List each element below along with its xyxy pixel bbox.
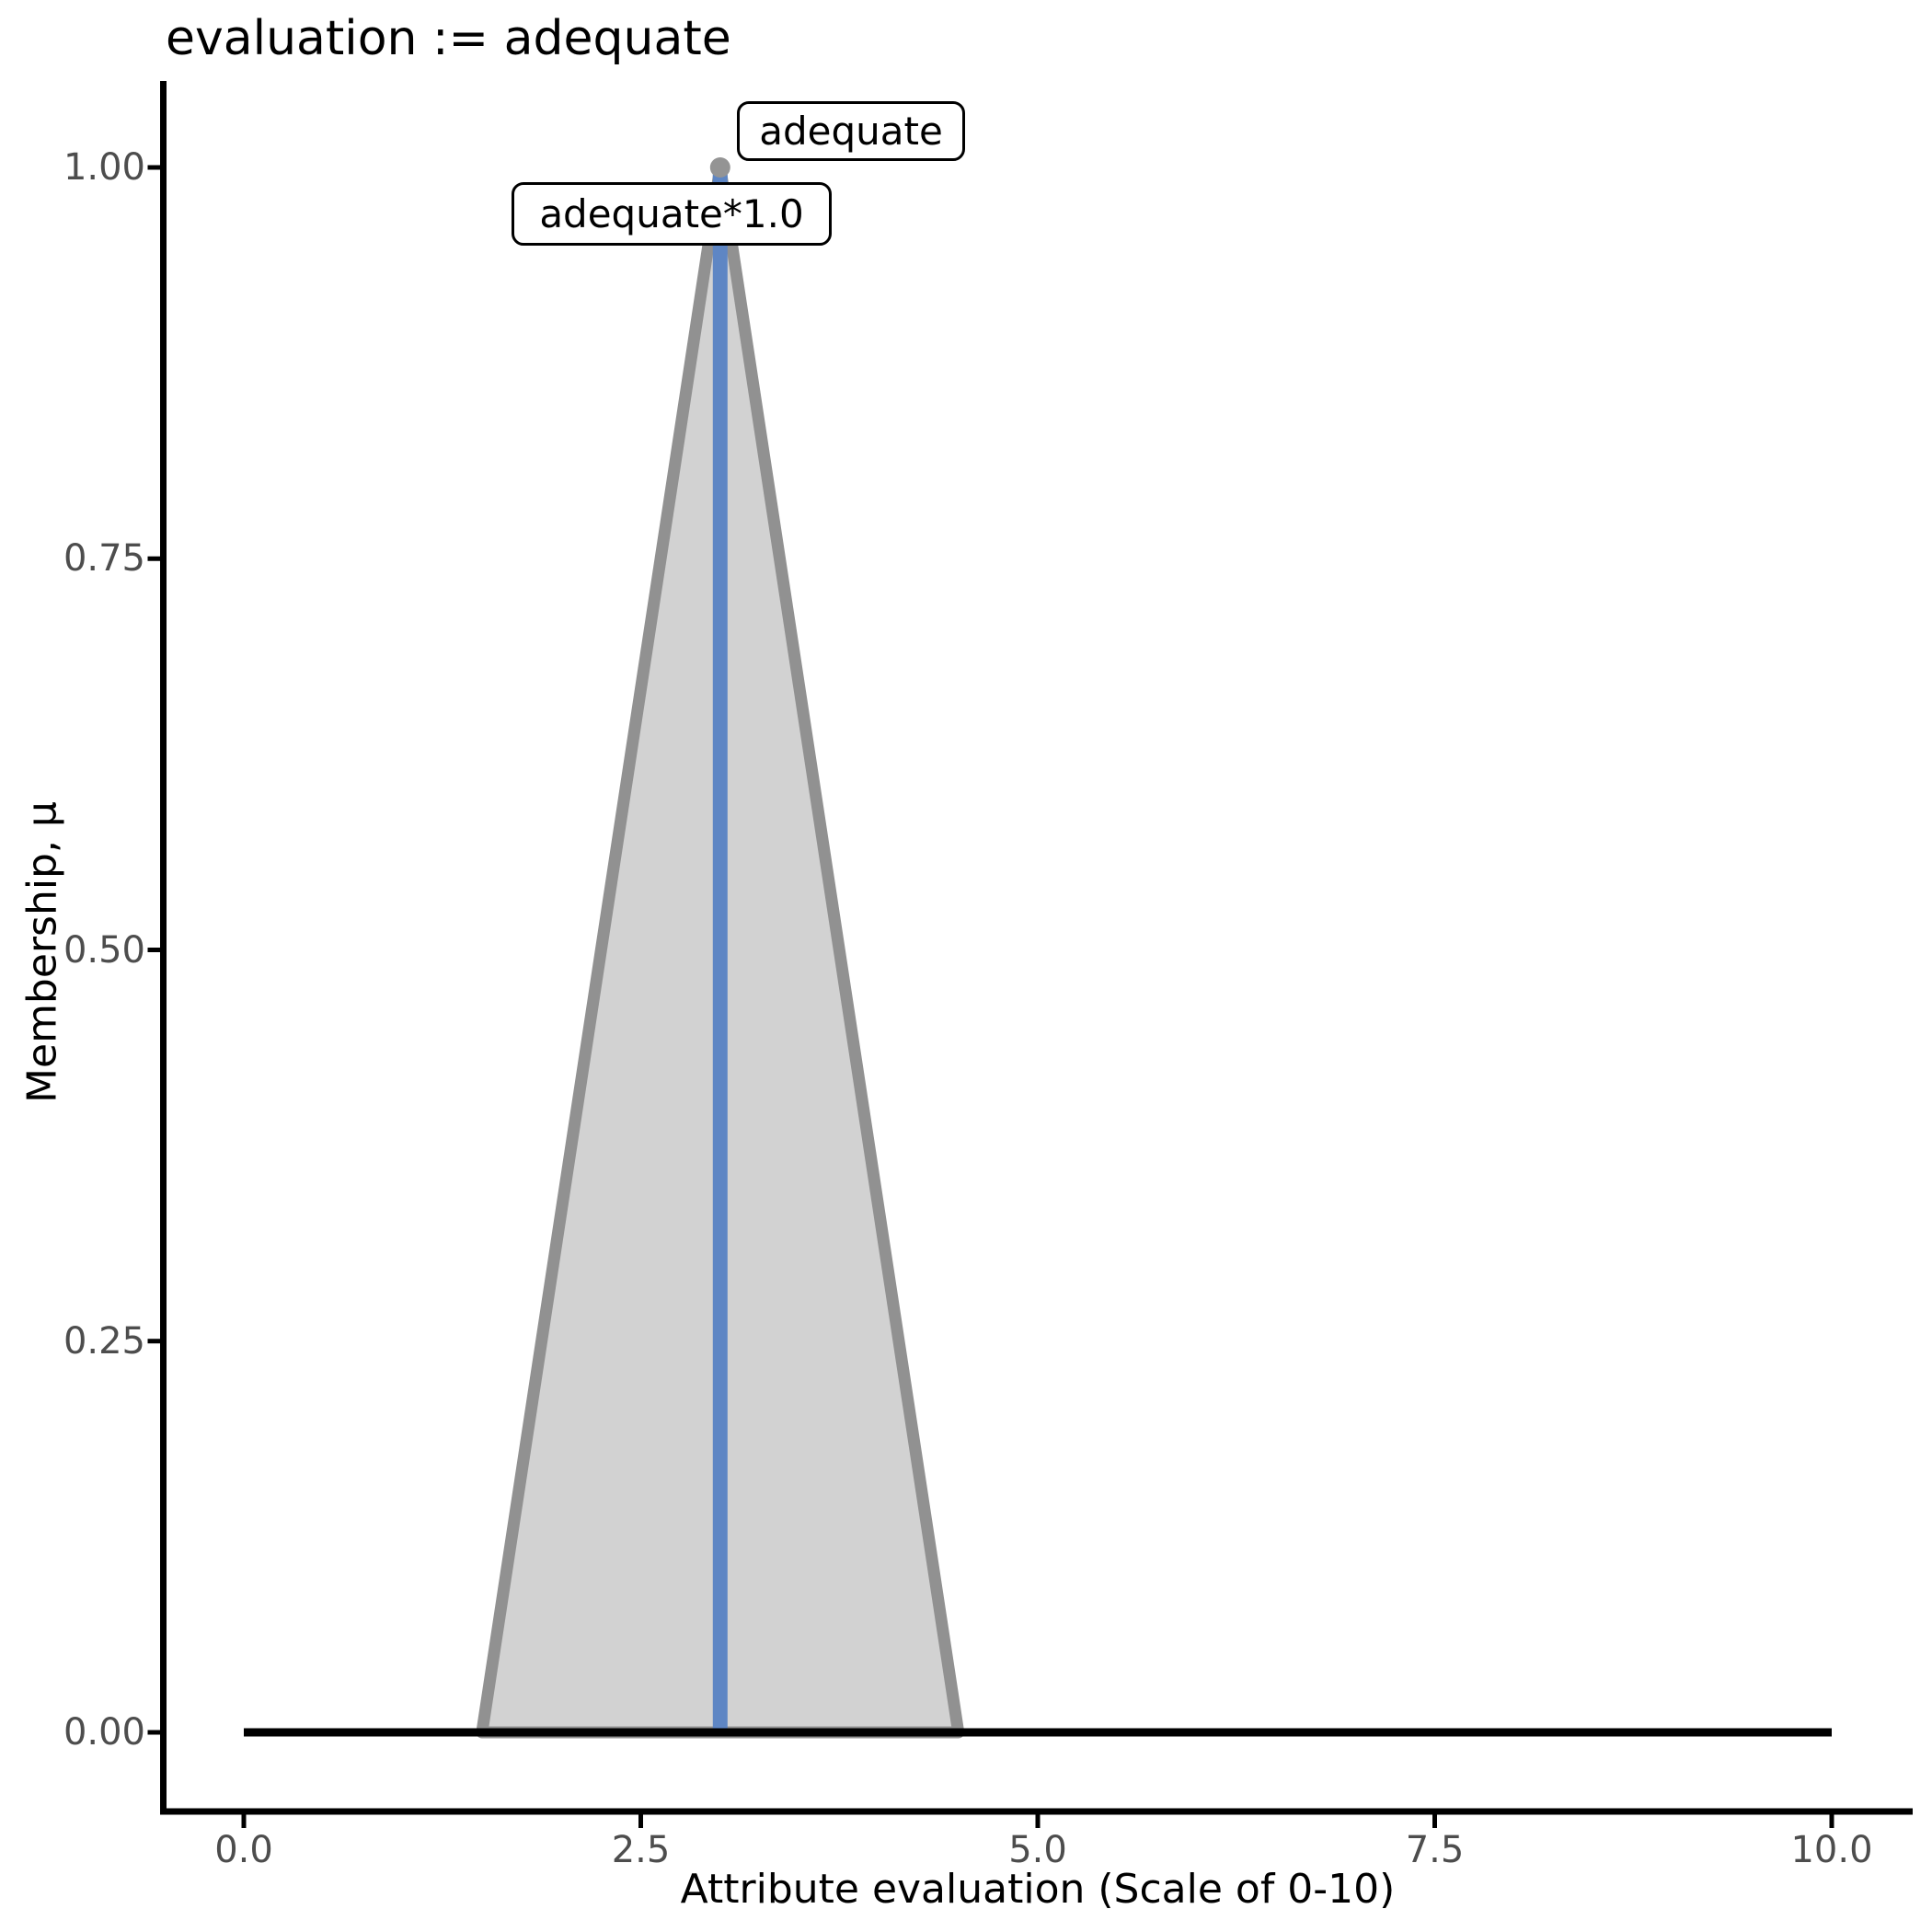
annotation-adequate-label: adequate <box>737 101 965 161</box>
annotation-adequate-weighted-label: adequate*1.0 <box>512 182 832 246</box>
x-tick-label: 7.5 <box>1405 1829 1465 1871</box>
y-tick-label: 0.25 <box>63 1319 145 1363</box>
y-tick-label: 0.00 <box>63 1711 145 1754</box>
x-tick-label: 10.0 <box>1790 1829 1873 1871</box>
peak-marker <box>709 157 730 178</box>
y-tick-label: 0.75 <box>63 537 145 581</box>
chart-title: evaluation := adequate <box>166 11 731 66</box>
x-axis-title: Attribute evaluation (Scale of 0-10) <box>680 1866 1396 1913</box>
x-tick-label: 5.0 <box>1008 1829 1067 1871</box>
y-tick-label: 1.00 <box>63 146 145 189</box>
x-tick-label: 0.0 <box>214 1829 273 1871</box>
x-tick-label: 2.5 <box>611 1829 671 1871</box>
y-tick-label: 0.50 <box>63 928 145 972</box>
